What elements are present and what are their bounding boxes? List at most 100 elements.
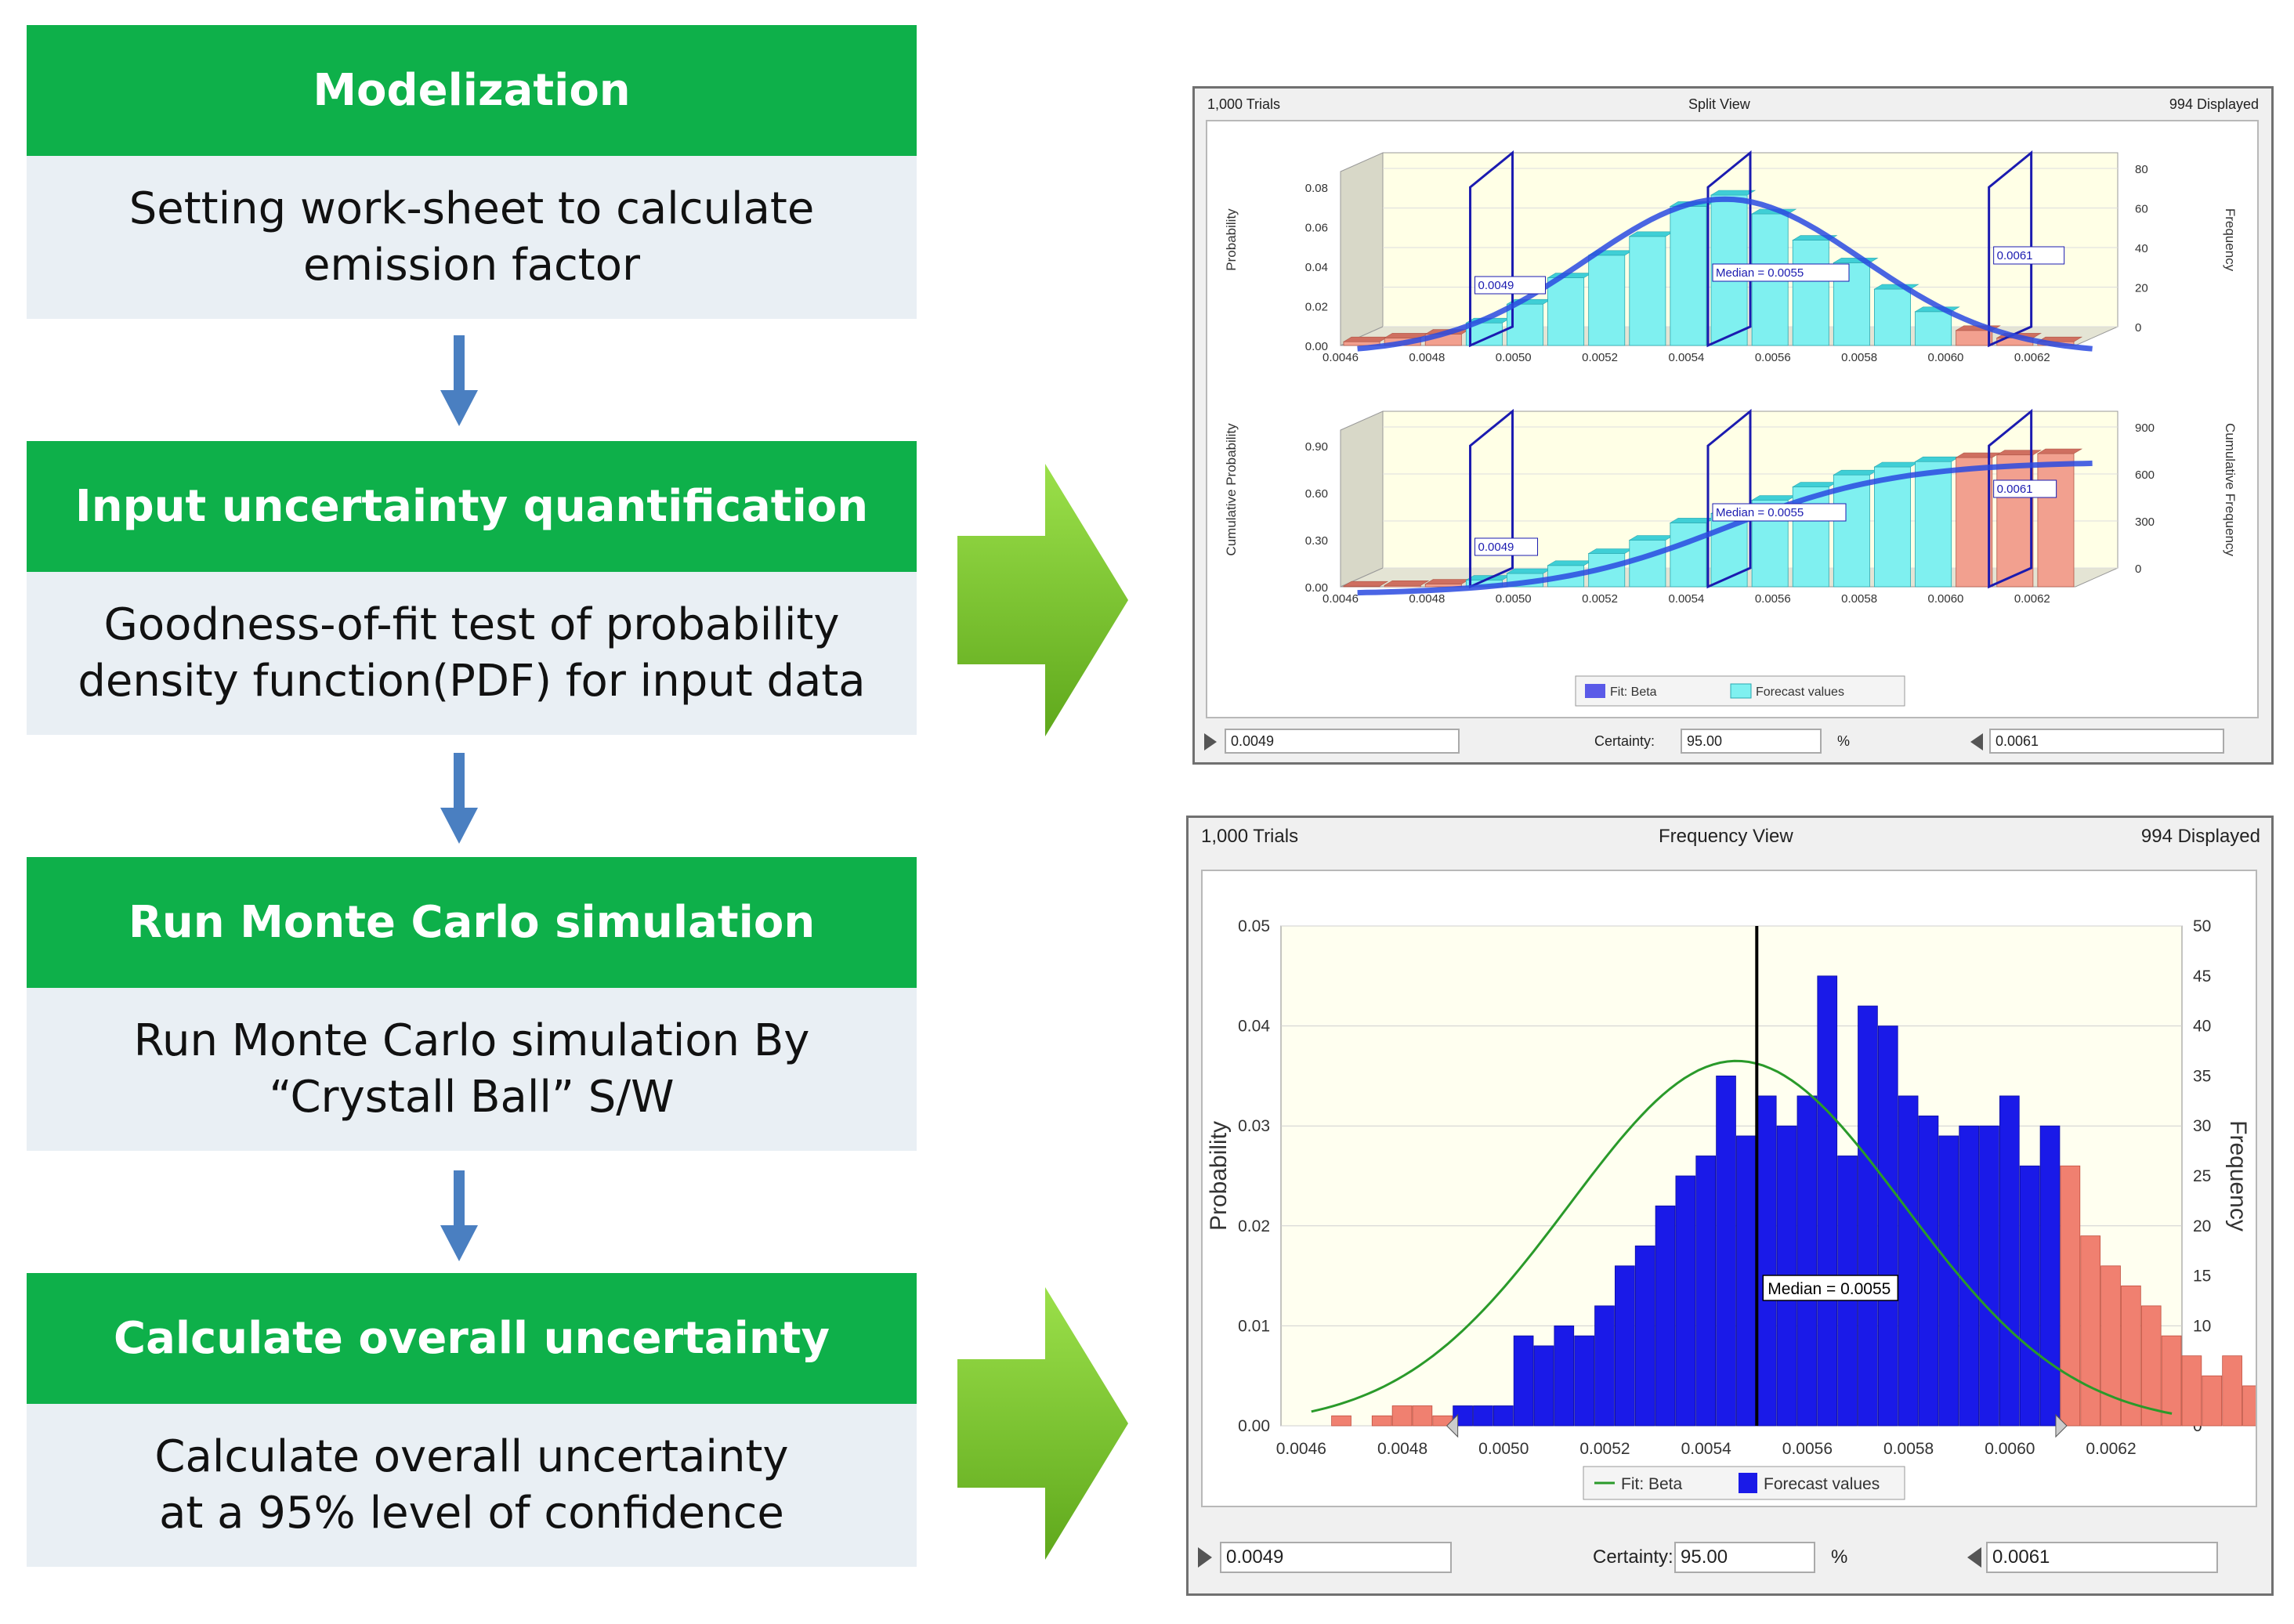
histogram-bar-top xyxy=(1995,450,2042,456)
split-top-median-plane xyxy=(1706,150,1752,348)
legend-forecast-swatch xyxy=(1739,1473,1757,1493)
histogram-bar xyxy=(1736,1135,1757,1427)
certainty-bar: 0.0049 Certainty: 95.00 % 0.0061 xyxy=(1189,1540,2271,1575)
view-title: Frequency View xyxy=(1659,826,1793,847)
upper-bound-input[interactable]: 0.0061 xyxy=(1986,1542,2218,1573)
lower-grabber-icon[interactable] xyxy=(1204,733,1217,751)
histogram-bar xyxy=(2202,1375,2223,1427)
histogram-bar-top xyxy=(1955,452,2001,458)
histogram-bar xyxy=(2161,1335,2182,1427)
lower-bound-input[interactable]: 0.0049 xyxy=(1220,1542,1452,1573)
y-tick-label: 0.00 xyxy=(1238,1417,1270,1435)
histogram-bar xyxy=(1792,240,1829,346)
upper-grabber-icon[interactable] xyxy=(1967,1547,1981,1568)
lower-grabber-icon[interactable] xyxy=(1198,1547,1212,1568)
histogram-bar xyxy=(1629,540,1666,588)
histogram-bar xyxy=(1938,1135,1959,1427)
histogram-bar xyxy=(1756,1095,1777,1427)
certainty-input[interactable]: 95.00 xyxy=(1681,729,1822,754)
histogram-bar xyxy=(1493,1405,1514,1427)
legend-forecast-label: Forecast values xyxy=(1756,685,1844,699)
certainty-label: Certainty: xyxy=(1594,732,1655,749)
histogram-bar xyxy=(2037,453,2075,588)
histogram-bar xyxy=(1918,1116,1939,1427)
x-tick-label: 0.0060 xyxy=(1928,592,1964,606)
y2-tick-label: 900 xyxy=(2135,421,2155,435)
lower-marker-icon xyxy=(1446,1413,1459,1438)
lower-bound-input[interactable]: 0.0049 xyxy=(1225,729,1460,754)
histogram-bar-top xyxy=(1628,535,1674,541)
x-tick-label: 0.0054 xyxy=(1668,592,1704,606)
y-tick-label: 0.01 xyxy=(1238,1317,1270,1335)
x-tick-label: 0.0062 xyxy=(2014,592,2050,606)
split-bottom-lower-label: 0.0049 xyxy=(1478,541,1514,554)
y2-tick-label: 0 xyxy=(2193,1417,2202,1435)
down-arrow-icon xyxy=(440,753,478,844)
histogram-bar xyxy=(1629,236,1666,346)
histogram-bar xyxy=(1513,1335,1534,1427)
x-tick-label: 0.0054 xyxy=(1681,1440,1732,1458)
step-description: Goodness-of-fit test of probability dens… xyxy=(27,572,917,735)
step-modelization: Modelization Setting work-sheet to calcu… xyxy=(27,25,917,319)
certainty-input[interactable]: 95.00 xyxy=(1674,1542,1815,1573)
histogram-bar xyxy=(1796,1095,1818,1427)
histogram-bar xyxy=(1675,1175,1696,1427)
histogram-bar-top xyxy=(1914,456,1960,462)
y-axis-label: Cumulative Probability xyxy=(1224,423,1239,556)
split-bottom-lower-plane xyxy=(1469,408,1514,589)
split-view-window: 1,000 Trials Split View 994 Displayed 0.… xyxy=(1192,86,2274,765)
y2-tick-label: 60 xyxy=(2135,203,2148,216)
x-tick-label: 0.0048 xyxy=(1409,592,1445,606)
median-label-box xyxy=(1762,1275,1899,1301)
window-header: 1,000 Trials Split View 994 Displayed xyxy=(1195,93,2271,117)
histogram-bar xyxy=(1915,461,1952,588)
histogram-bar xyxy=(1874,466,1911,588)
histogram-bar xyxy=(2060,1165,2081,1427)
histogram-bar-top xyxy=(1792,482,1838,487)
percent-label: % xyxy=(1837,732,1851,749)
y-tick-label: 0.03 xyxy=(1238,1117,1270,1135)
y-tick-label: 0.06 xyxy=(1305,222,1328,235)
y2-tick-label: 45 xyxy=(2193,968,2211,986)
y2-tick-label: 0 xyxy=(2135,562,2141,576)
y2-axis-label: Frequency xyxy=(2223,208,2238,272)
right-arrow-icon xyxy=(957,1287,1128,1560)
histogram-bar-top xyxy=(1833,469,1879,476)
split-top-lower-label: 0.0049 xyxy=(1478,279,1514,292)
fit-curve xyxy=(1311,1059,2173,1415)
x-tick-label: 0.0046 xyxy=(1276,1440,1326,1458)
legend-forecast-label: Forecast values xyxy=(1764,1475,1880,1493)
y2-tick-label: 25 xyxy=(2193,1167,2211,1185)
histogram-bar xyxy=(2080,1235,2101,1427)
split-top-upper-label: 0.0061 xyxy=(1997,249,2033,262)
step-description: Calculate overall uncertainty at a 95% l… xyxy=(27,1404,917,1567)
histogram-bar xyxy=(2222,1355,2242,1427)
histogram-bar xyxy=(1412,1405,1433,1427)
y2-tick-label: 50 xyxy=(2193,917,2211,935)
y2-tick-label: 80 xyxy=(2135,163,2148,176)
x-tick-label: 0.0050 xyxy=(1496,351,1532,364)
histogram-bar xyxy=(2100,1265,2121,1427)
certainty-bar: 0.0049 Certainty: 95.00 % 0.0061 xyxy=(1195,727,2271,755)
split-top-fit-band xyxy=(1357,196,2093,352)
y-tick-label: 0.00 xyxy=(1305,581,1328,595)
split-bottom-side-wall xyxy=(1340,411,1384,588)
y-tick-label: 0.04 xyxy=(1238,1018,1270,1036)
legend-forecast-swatch xyxy=(1730,683,1752,699)
histogram-bar xyxy=(1391,1405,1413,1427)
x-tick-label: 0.0046 xyxy=(1322,351,1359,364)
histogram-bar xyxy=(1833,474,1870,588)
step-title: Run Monte Carlo simulation xyxy=(27,857,917,988)
x-tick-label: 0.0060 xyxy=(1985,1440,2035,1458)
x-tick-label: 0.0048 xyxy=(1377,1440,1427,1458)
histogram-bar-top xyxy=(1342,336,1389,342)
histogram-bar xyxy=(2140,1305,2162,1427)
y-tick-label: 0.02 xyxy=(1238,1217,1270,1235)
histogram-bar xyxy=(1979,1125,1999,1427)
histogram-bar xyxy=(2019,1165,2040,1427)
upper-grabber-icon[interactable] xyxy=(1970,733,1983,751)
upper-bound-input[interactable]: 0.0061 xyxy=(1989,729,2224,754)
view-title: Split View xyxy=(1688,96,1750,112)
histogram-bar xyxy=(1594,1305,1615,1427)
split-plot-area: 0.08 0.06 0.04 0.02 0.00 80 60 40 20 0 0.0046 0.004… xyxy=(1206,120,2259,718)
